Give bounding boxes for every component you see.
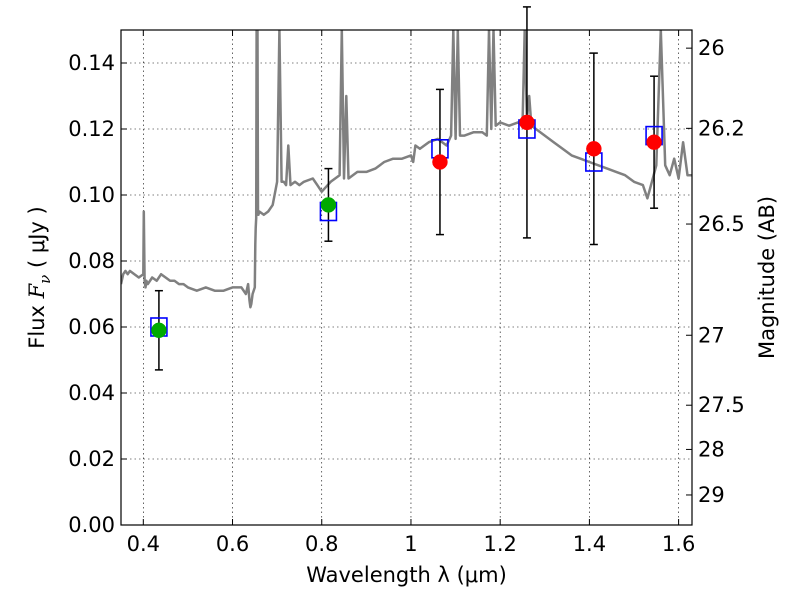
model-boxes	[150, 119, 663, 337]
x-tick-label: 1.4	[573, 532, 606, 556]
y-axis-label-variable: F	[25, 282, 49, 299]
y-tick-label: 0.14	[68, 51, 115, 75]
y-tick-label: 0.10	[68, 183, 115, 207]
mag-tick-label: 28	[698, 437, 725, 461]
mag-tick-label: 29	[698, 483, 725, 507]
x-tick-label: 1	[404, 532, 417, 556]
y-tick-label: 0.02	[68, 447, 115, 471]
mag-tick-label: 26.2	[698, 116, 745, 140]
observed-point-nir	[519, 114, 535, 131]
axis-ticks: 0.4 0.6 0.8 1 1.2 1.4 1.6 0.00 0.02 0.04 0.06 0.08 0…	[68, 30, 745, 556]
observed-point-nir	[432, 154, 448, 170]
y-tick-label: 0.08	[68, 249, 115, 273]
x-tick-label: 0.4	[127, 532, 160, 556]
observed-point-optical	[320, 197, 337, 213]
observed-point-optical	[151, 322, 167, 339]
observed-points	[151, 114, 662, 339]
y-tick-label: 0.04	[68, 381, 115, 405]
errorbars	[154, 6, 659, 371]
y-tick-label: 0.06	[68, 315, 115, 339]
x-tick-label: 1.2	[483, 532, 516, 556]
template-spectrum	[121, 30, 692, 309]
y-tick-label: 0.00	[68, 513, 115, 537]
grid	[121, 30, 692, 526]
y-axis-label-suffix: ( μJy )	[25, 206, 49, 274]
mag-tick-label: 26.5	[698, 212, 745, 236]
y-axis-label-prefix: Flux	[25, 298, 49, 348]
x-tick-label: 1.6	[662, 532, 695, 556]
observed-point-nir	[646, 134, 662, 150]
y2-axis-label: Magnitude (AB)	[755, 196, 779, 359]
y-axis-label: Flux Fν ( μJy )	[25, 206, 54, 348]
mag-tick-label: 27	[698, 323, 725, 347]
x-axis-label: Wavelength λ (μm)	[306, 563, 507, 587]
template-spectrum-line	[121, 30, 692, 309]
y-axis-label-subscript: ν	[36, 275, 54, 284]
x-tick-label: 0.8	[305, 532, 338, 556]
x-tick-label: 0.6	[216, 532, 249, 556]
mag-tick-label: 27.5	[698, 393, 745, 417]
y-tick-label: 0.12	[68, 117, 115, 141]
observed-point-nir	[586, 141, 602, 157]
plot-frame	[120, 29, 693, 526]
mag-tick-label: 26	[698, 36, 725, 60]
